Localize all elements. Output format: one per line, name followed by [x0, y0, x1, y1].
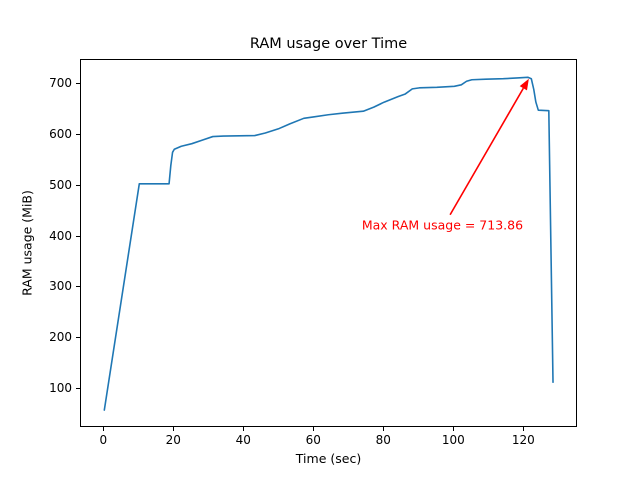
y-tick-mark: [76, 387, 80, 389]
plot-area: [80, 59, 577, 427]
line-chart-svg: [103, 76, 554, 411]
y-tick-mark: [76, 337, 80, 339]
x-tick-label: 120: [511, 433, 535, 447]
x-tick-label: 40: [235, 433, 251, 447]
y-tick-label: 300: [49, 279, 72, 294]
x-tick-mark: [383, 427, 385, 431]
chart-title: RAM usage over Time: [249, 36, 408, 52]
x-tick-label: 100: [441, 433, 465, 447]
x-tick-label: 80: [375, 433, 391, 447]
y-tick-label: 600: [49, 127, 72, 142]
y-tick-label: 700: [49, 76, 72, 91]
x-tick-mark: [523, 427, 525, 431]
y-tick-mark: [76, 286, 80, 288]
x-tick-mark: [313, 427, 315, 431]
x-axis-label: Time (sec): [295, 451, 362, 466]
x-tick-mark: [453, 427, 455, 431]
x-tick-mark: [103, 427, 105, 431]
y-tick-label: 200: [49, 330, 72, 345]
ram-usage-line: [103, 76, 554, 411]
y-tick-mark: [76, 235, 80, 237]
y-tick-mark: [76, 134, 80, 136]
x-tick-label: 60: [305, 433, 321, 447]
y-tick-label: 500: [49, 177, 72, 192]
annotation-arrowhead-icon: [519, 78, 529, 91]
max-ram-annotation: Max RAM usage = 713.86: [361, 217, 524, 233]
x-tick-mark: [173, 427, 175, 431]
y-tick-label: 400: [49, 228, 72, 243]
x-tick-mark: [243, 427, 245, 431]
y-tick-mark: [76, 83, 80, 85]
x-tick-label: 20: [165, 433, 181, 447]
annotation-arrow-shaft: [449, 87, 525, 216]
x-tick-label: 0: [99, 433, 108, 447]
y-tick-label: 100: [49, 380, 72, 395]
y-tick-mark: [76, 184, 80, 186]
